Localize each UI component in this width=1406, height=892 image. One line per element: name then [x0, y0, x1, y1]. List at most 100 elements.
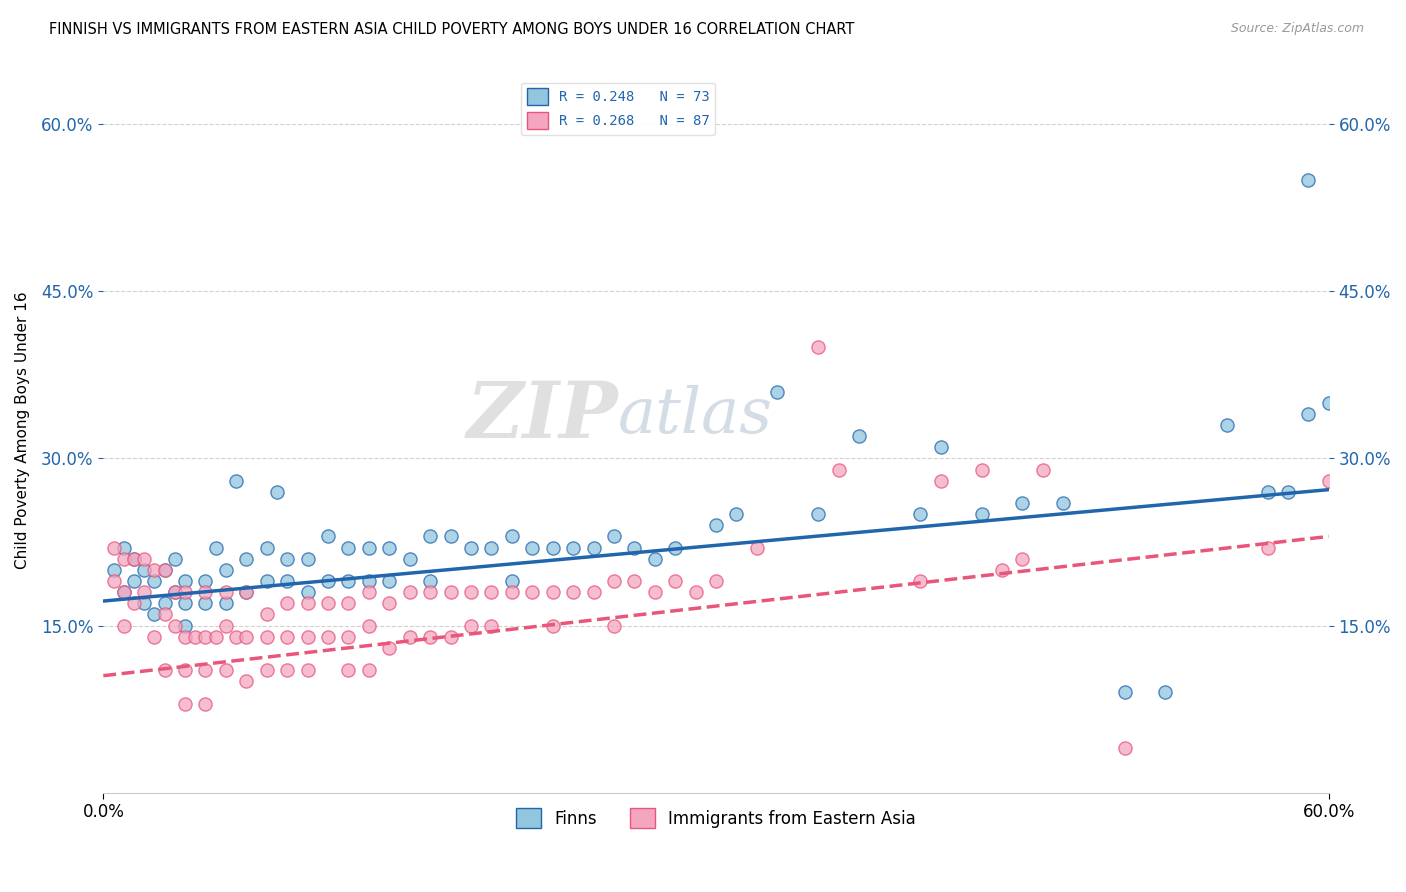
Point — [419, 574, 441, 588]
Point — [439, 630, 461, 644]
Point — [541, 541, 564, 555]
Point — [163, 585, 186, 599]
Point — [501, 574, 523, 588]
Point — [479, 541, 502, 555]
Point — [194, 596, 217, 610]
Point — [194, 574, 217, 588]
Point — [297, 663, 319, 677]
Point — [522, 541, 544, 555]
Point — [134, 596, 156, 610]
Point — [970, 462, 993, 476]
Point — [644, 551, 666, 566]
Point — [143, 630, 166, 644]
Point — [163, 585, 186, 599]
Point — [807, 507, 830, 521]
Point — [439, 529, 461, 543]
Point — [664, 574, 686, 588]
Point — [541, 618, 564, 632]
Point — [153, 563, 176, 577]
Point — [276, 574, 298, 588]
Legend: Finns, Immigrants from Eastern Asia: Finns, Immigrants from Eastern Asia — [509, 801, 922, 835]
Point — [603, 529, 626, 543]
Point — [174, 585, 197, 599]
Point — [256, 663, 278, 677]
Point — [174, 574, 197, 588]
Point — [827, 462, 849, 476]
Point — [766, 384, 789, 399]
Point — [297, 585, 319, 599]
Point — [1298, 173, 1320, 187]
Point — [256, 541, 278, 555]
Point — [194, 663, 217, 677]
Point — [143, 607, 166, 622]
Point — [215, 618, 238, 632]
Point — [174, 630, 197, 644]
Point — [1256, 484, 1278, 499]
Point — [337, 663, 360, 677]
Point — [316, 630, 339, 644]
Y-axis label: Child Poverty Among Boys Under 16: Child Poverty Among Boys Under 16 — [15, 292, 30, 569]
Point — [194, 585, 217, 599]
Point — [153, 563, 176, 577]
Point — [276, 663, 298, 677]
Point — [256, 630, 278, 644]
Point — [1317, 395, 1340, 409]
Point — [378, 640, 401, 655]
Point — [297, 596, 319, 610]
Point — [103, 574, 125, 588]
Point — [1011, 551, 1033, 566]
Point — [112, 618, 135, 632]
Point — [1011, 496, 1033, 510]
Point — [215, 563, 238, 577]
Point — [419, 529, 441, 543]
Point — [419, 585, 441, 599]
Point — [623, 574, 645, 588]
Point — [112, 585, 135, 599]
Point — [297, 551, 319, 566]
Point — [153, 596, 176, 610]
Point — [582, 585, 605, 599]
Point — [194, 697, 217, 711]
Point — [235, 674, 257, 689]
Point — [704, 574, 727, 588]
Point — [357, 541, 380, 555]
Point — [112, 585, 135, 599]
Point — [134, 563, 156, 577]
Point — [460, 541, 482, 555]
Point — [419, 630, 441, 644]
Point — [807, 340, 830, 354]
Point — [235, 551, 257, 566]
Point — [276, 596, 298, 610]
Point — [276, 551, 298, 566]
Point — [337, 630, 360, 644]
Point — [357, 574, 380, 588]
Point — [460, 618, 482, 632]
Point — [122, 574, 145, 588]
Point — [582, 541, 605, 555]
Point — [215, 596, 238, 610]
Point — [1154, 685, 1177, 699]
Point — [398, 585, 420, 599]
Point — [562, 541, 585, 555]
Point — [929, 474, 952, 488]
Point — [235, 630, 257, 644]
Point — [479, 585, 502, 599]
Point — [256, 607, 278, 622]
Point — [337, 541, 360, 555]
Point — [112, 541, 135, 555]
Point — [337, 596, 360, 610]
Point — [1114, 685, 1136, 699]
Text: FINNISH VS IMMIGRANTS FROM EASTERN ASIA CHILD POVERTY AMONG BOYS UNDER 16 CORREL: FINNISH VS IMMIGRANTS FROM EASTERN ASIA … — [49, 22, 855, 37]
Point — [479, 618, 502, 632]
Point — [122, 551, 145, 566]
Point — [235, 585, 257, 599]
Point — [174, 596, 197, 610]
Point — [153, 663, 176, 677]
Point — [357, 585, 380, 599]
Point — [378, 541, 401, 555]
Point — [1256, 541, 1278, 555]
Point — [103, 563, 125, 577]
Point — [910, 507, 932, 521]
Text: Source: ZipAtlas.com: Source: ZipAtlas.com — [1230, 22, 1364, 36]
Point — [225, 474, 247, 488]
